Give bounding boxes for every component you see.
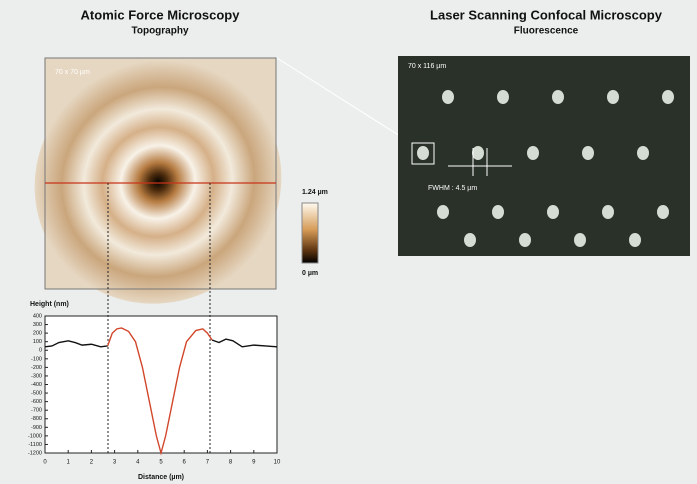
x-tick-label: 4 (136, 460, 140, 466)
spot (574, 233, 586, 247)
y-tick-label: -200 (31, 365, 42, 371)
afm-title: Atomic Force Microscopy (81, 7, 241, 22)
x-tick-label: 8 (229, 460, 233, 466)
spot (527, 146, 539, 160)
y-tick-label: 0 (39, 348, 42, 354)
spot (582, 146, 594, 160)
colorbar (302, 203, 318, 263)
spot (662, 90, 674, 104)
y-tick-label: -300 (31, 373, 42, 379)
y-tick-label: -500 (31, 391, 42, 397)
y-tick-label: -600 (31, 399, 42, 405)
spot (464, 233, 476, 247)
x-tick-label: 6 (183, 460, 187, 466)
x-tick-label: 9 (252, 460, 256, 466)
x-tick-label: 5 (159, 460, 163, 466)
spot (417, 146, 429, 160)
spot (437, 205, 449, 219)
spot (602, 205, 614, 219)
afm-scale: 70 x 70 µm (55, 69, 90, 76)
y-tick-label: -1100 (28, 442, 42, 448)
y-tick-label: 300 (33, 322, 42, 328)
spot (607, 90, 619, 104)
spot (442, 90, 454, 104)
spot (629, 233, 641, 247)
y-tick-label: -800 (31, 416, 42, 422)
confocal-scale: 70 x 116 µm (408, 63, 446, 70)
y-tick-label: 200 (33, 331, 42, 337)
confocal-subtitle: Fluorescence (514, 26, 579, 37)
spot (492, 205, 504, 219)
spot (547, 205, 559, 219)
figure: Atomic Force Microscopy Topography Laser… (0, 0, 697, 484)
y-tick-label: -400 (31, 382, 42, 388)
y-tick-label: -900 (31, 425, 42, 431)
plot-frame (45, 316, 277, 453)
colorbar-max: 1.24 µm (302, 189, 328, 196)
spot (637, 146, 649, 160)
spot (497, 90, 509, 104)
connector (277, 58, 411, 143)
x-tick-label: 0 (43, 460, 47, 466)
confocal-title: Laser Scanning Confocal Microscopy (430, 7, 663, 22)
x-tick-label: 7 (206, 460, 210, 466)
spot (519, 233, 531, 247)
x-tick-label: 3 (113, 460, 117, 466)
y-axis-label: Height (nm) (30, 301, 69, 308)
y-tick-label: -700 (31, 408, 42, 414)
x-axis-label: Distance (µm) (138, 474, 184, 481)
y-tick-label: 100 (33, 339, 42, 345)
y-tick-label: -1000 (28, 433, 42, 439)
y-tick-label: 400 (33, 313, 42, 319)
y-tick-label: -1200 (28, 450, 42, 456)
y-tick-label: -100 (31, 356, 42, 362)
x-tick-label: 2 (90, 460, 94, 466)
spot (552, 90, 564, 104)
fwhm-label: FWHM : 4.5 µm (428, 185, 477, 192)
x-tick-label: 1 (67, 460, 71, 466)
x-tick-label: 10 (274, 460, 281, 466)
spot (657, 205, 669, 219)
afm-subtitle: Topography (131, 26, 188, 37)
spot (472, 146, 484, 160)
colorbar-min: 0 µm (302, 270, 318, 277)
